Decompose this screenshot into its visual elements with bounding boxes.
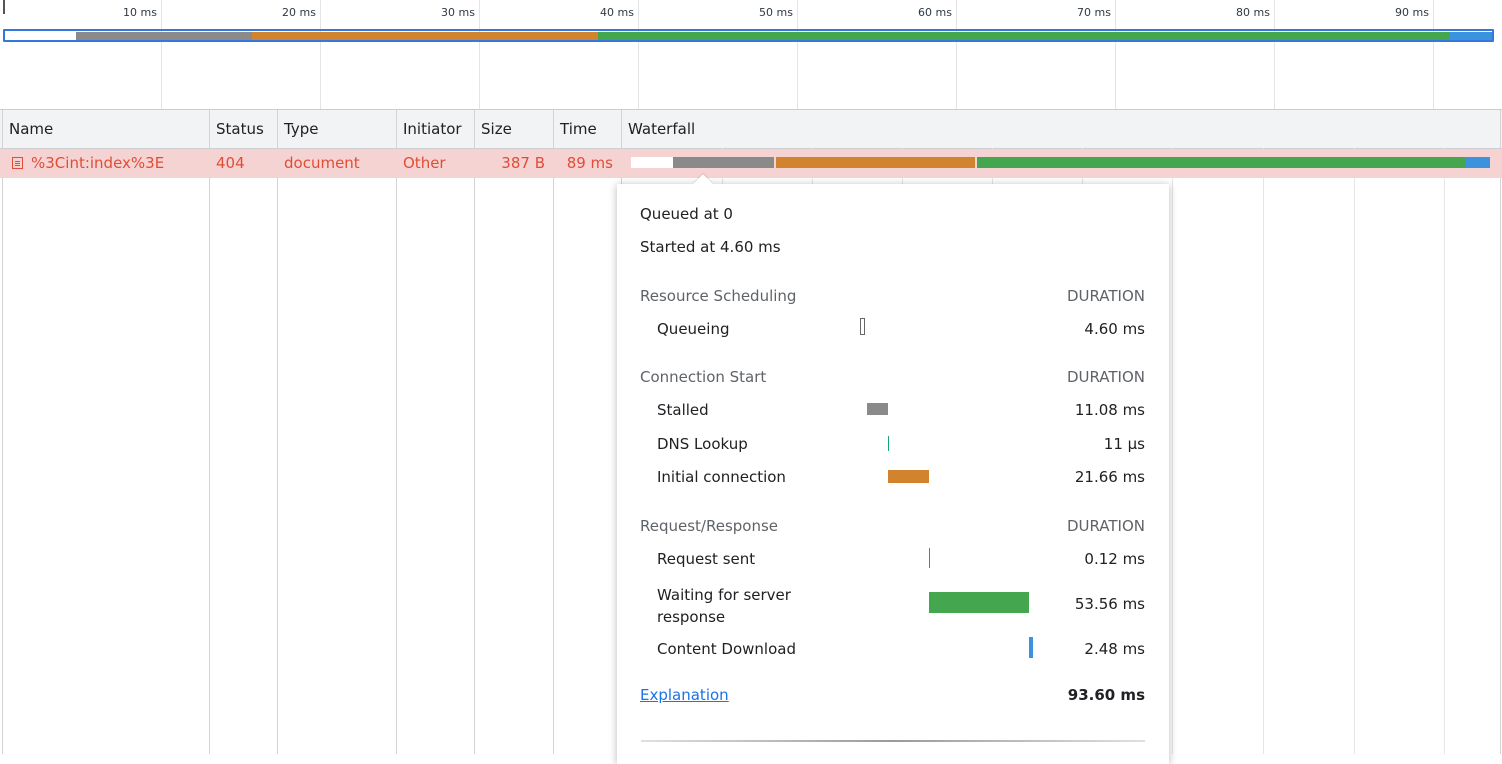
column-divider[interactable]: [553, 110, 554, 754]
duration-header: DURATION: [1066, 287, 1145, 305]
column-divider: [1500, 110, 1501, 754]
timing-value-request-sent: 0.12 ms: [1084, 550, 1145, 568]
overview-gridline: [638, 0, 639, 109]
timing-label-stalled: Stalled: [657, 401, 709, 419]
column-header-waterfall[interactable]: Waterfall: [628, 120, 696, 138]
timing-label-request-sent: Request sent: [657, 550, 756, 568]
waterfall-bar-queueing[interactable]: [631, 157, 673, 168]
popover-divider: [641, 740, 1145, 742]
timing-bar-initial-connection: [888, 470, 929, 483]
column-header-size[interactable]: Size: [481, 120, 512, 138]
timing-label-initial-connection: Initial connection: [657, 468, 786, 486]
column-header-time[interactable]: Time: [560, 120, 597, 138]
overview-bar-initial-connection: [252, 32, 598, 40]
timing-value-waiting: 53.56 ms: [1074, 595, 1145, 613]
overview-bar-waiting: [598, 32, 1450, 40]
total-duration: 93.60 ms: [1067, 686, 1145, 704]
column-divider[interactable]: [2, 110, 3, 754]
request-name: %3Cint:index%3E: [31, 154, 165, 172]
timing-bar-waiting: [929, 592, 1029, 613]
column-divider[interactable]: [277, 110, 278, 754]
request-table-header: Name Status Type Initiator Size Time Wat…: [0, 110, 1502, 149]
section-title-resource-scheduling: Resource Scheduling: [640, 287, 797, 305]
overview-bar-queueing: [5, 32, 76, 40]
timing-value-initial-connection: 21.66 ms: [1074, 468, 1145, 486]
column-divider[interactable]: [474, 110, 475, 754]
waterfall-gridline: [1263, 148, 1264, 754]
overview-tick-label: 20 ms: [282, 6, 316, 19]
timing-label-queueing: Queueing: [657, 320, 730, 338]
overview-tick-label: 40 ms: [600, 6, 634, 19]
overview-gridline: [1274, 0, 1275, 109]
timing-popover: Queued at 0 Started at 4.60 ms Resource …: [617, 184, 1169, 764]
timing-value-stalled: 11.08 ms: [1074, 401, 1145, 419]
waterfall-bar-initial-connection[interactable]: [776, 157, 975, 168]
waterfall-gridline: [1172, 148, 1173, 754]
waterfall-bar-content-download[interactable]: [1465, 157, 1490, 168]
request-time: 89 ms: [566, 154, 613, 172]
timing-bar-content-download: [1029, 637, 1033, 658]
timing-value-content-download: 2.48 ms: [1084, 640, 1145, 658]
overview-tick-label: 70 ms: [1077, 6, 1111, 19]
overview-gridline: [320, 0, 321, 109]
request-name-cell[interactable]: %3Cint:index%3E: [5, 149, 209, 178]
request-status: 404: [216, 154, 245, 172]
overview-bar-stalled: [76, 32, 252, 40]
overview-gridline: [956, 0, 957, 109]
timing-bar-request-sent: [929, 548, 930, 568]
timing-label-content-download: Content Download: [657, 640, 796, 658]
timing-value-dns-lookup: 11 µs: [1103, 435, 1145, 453]
document-icon: [12, 157, 23, 169]
timing-label-waiting: Waiting for server response: [657, 586, 791, 626]
column-divider[interactable]: [209, 110, 210, 754]
section-title-connection-start: Connection Start: [640, 368, 767, 386]
overview-gridline: [797, 0, 798, 109]
explanation-link[interactable]: Explanation: [640, 686, 729, 704]
overview-tick-label: 10 ms: [123, 6, 157, 19]
duration-header: DURATION: [1066, 517, 1145, 535]
duration-header: DURATION: [1066, 368, 1145, 386]
overview-start-marker: [3, 0, 5, 14]
overview-tick-label: 90 ms: [1395, 6, 1429, 19]
waterfall-gridline: [1444, 148, 1445, 754]
timing-label-dns-lookup: DNS Lookup: [657, 435, 748, 453]
overview-gridline: [479, 0, 480, 109]
timing-bar-stalled: [867, 403, 888, 415]
overview-tick-label: 30 ms: [441, 6, 475, 19]
column-header-initiator[interactable]: Initiator: [403, 120, 462, 138]
timeline-overview[interactable]: 10 ms 20 ms 30 ms 40 ms 50 ms 60 ms 70 m…: [0, 0, 1502, 110]
overview-selection-window[interactable]: [3, 29, 1494, 42]
started-at-text: Started at 4.60 ms: [640, 238, 781, 256]
column-divider[interactable]: [396, 110, 397, 754]
timing-bar-dns-lookup: [888, 436, 889, 451]
overview-gridline: [1115, 0, 1116, 109]
request-size: 387 B: [501, 154, 545, 172]
column-header-type[interactable]: Type: [284, 120, 319, 138]
column-header-status[interactable]: Status: [216, 120, 264, 138]
timing-bar-queueing: [860, 318, 865, 335]
overview-tick-label: 80 ms: [1236, 6, 1270, 19]
timing-value-queueing: 4.60 ms: [1084, 320, 1145, 338]
request-type: document: [284, 154, 360, 172]
queued-at-text: Queued at 0: [640, 205, 733, 223]
waterfall-gridline: [1354, 148, 1355, 754]
waterfall-bar-waiting[interactable]: [977, 157, 1465, 168]
column-header-name[interactable]: Name: [9, 120, 54, 138]
section-title-request-response: Request/Response: [640, 517, 779, 535]
overview-gridline: [1433, 0, 1434, 109]
overview-gridline: [161, 0, 162, 109]
overview-bar-content-download: [1450, 32, 1492, 40]
overview-tick-label: 60 ms: [918, 6, 952, 19]
request-initiator: Other: [403, 154, 446, 172]
waterfall-bar-stalled[interactable]: [673, 157, 774, 168]
overview-tick-label: 50 ms: [759, 6, 793, 19]
